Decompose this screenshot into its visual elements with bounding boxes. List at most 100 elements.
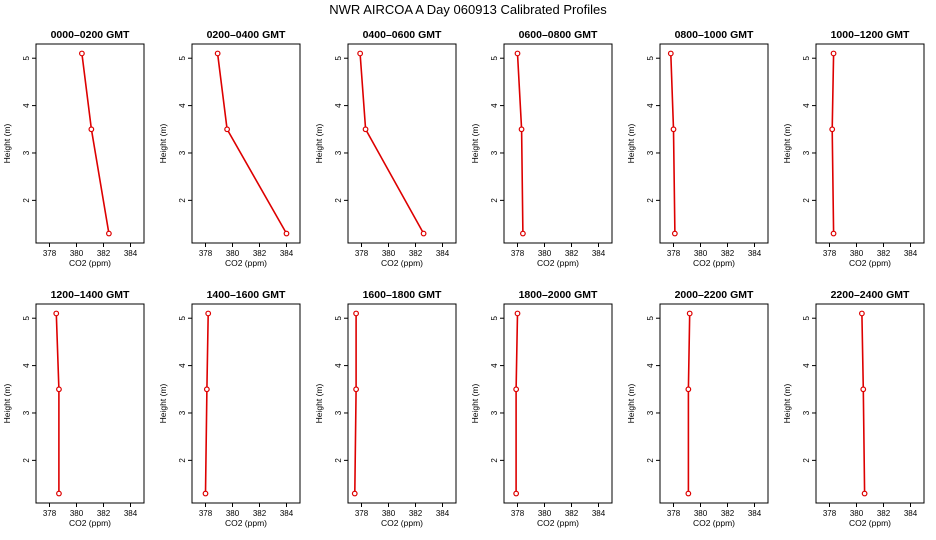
y-tick-label: 4 xyxy=(178,363,187,368)
y-tick-label: 2 xyxy=(334,458,343,463)
x-tick-label: 380 xyxy=(70,509,84,518)
x-tick-label: 378 xyxy=(823,249,837,258)
y-tick-label: 2 xyxy=(334,198,343,203)
y-tick-label: 2 xyxy=(178,198,187,203)
x-tick-label: 384 xyxy=(124,249,138,258)
data-point xyxy=(830,230,837,237)
x-tick-label: 384 xyxy=(280,249,294,258)
x-tick-label: 382 xyxy=(877,249,891,258)
data-point xyxy=(520,230,526,237)
data-point xyxy=(203,386,210,393)
x-axis-label: CO2 (ppm) xyxy=(69,518,111,528)
panel-title: 2200–2400 GMT xyxy=(831,289,910,301)
y-tick-label: 4 xyxy=(22,363,31,368)
y-tick-label: 2 xyxy=(22,198,31,203)
panel-title: 1800–2000 GMT xyxy=(519,289,598,301)
y-tick-label: 5 xyxy=(178,55,187,60)
x-axis-label: CO2 (ppm) xyxy=(849,258,891,268)
plot-frame xyxy=(35,303,145,504)
y-tick-label: 5 xyxy=(490,315,499,320)
data-point xyxy=(214,50,221,57)
x-tick-label: 382 xyxy=(97,249,111,258)
figure-title: NWR AIRCOA A Day 060913 Calibrated Profi… xyxy=(329,2,607,17)
x-tick-label: 380 xyxy=(382,249,396,258)
data-point xyxy=(667,50,674,57)
data-point xyxy=(513,490,520,497)
y-tick-label: 2 xyxy=(178,458,187,463)
data-point xyxy=(518,126,525,133)
y-tick-label: 5 xyxy=(646,55,655,60)
profile-line xyxy=(515,313,519,494)
profile-panel-9: 1600–1800 GMT 378 380 382 384 2 3 4 5 CO2 (ppm) He… xyxy=(314,289,457,528)
panel-title: 0200–0400 GMT xyxy=(207,29,286,41)
data-point xyxy=(357,50,364,57)
data-point xyxy=(53,310,60,317)
y-axis-label: Height (m) xyxy=(2,384,12,424)
data-point xyxy=(105,230,112,237)
x-tick-label: 382 xyxy=(565,249,579,258)
y-tick-label: 2 xyxy=(22,458,31,463)
x-axis-label: CO2 (ppm) xyxy=(693,518,735,528)
plot-frame xyxy=(503,303,613,504)
x-tick-label: 382 xyxy=(253,509,267,518)
profile-line xyxy=(516,53,524,234)
y-axis-label: Height (m) xyxy=(470,384,480,424)
data-point xyxy=(671,230,678,237)
x-tick-label: 382 xyxy=(97,509,111,518)
plot-frame xyxy=(659,303,769,504)
data-point xyxy=(353,386,360,393)
y-tick-label: 5 xyxy=(22,315,31,320)
panel-title: 2000–2200 GMT xyxy=(675,289,754,301)
y-tick-label: 2 xyxy=(490,458,499,463)
x-tick-label: 378 xyxy=(355,509,369,518)
panel-title: 0800–1000 GMT xyxy=(675,29,754,41)
data-point xyxy=(830,50,837,57)
x-tick-label: 380 xyxy=(850,509,864,518)
x-tick-label: 382 xyxy=(721,509,735,518)
y-tick-label: 5 xyxy=(802,55,811,60)
y-tick-label: 3 xyxy=(490,150,499,155)
panel-title: 1000–1200 GMT xyxy=(831,29,910,41)
plot-frame xyxy=(191,303,301,504)
profile-panel-12: 2200–2400 GMT 378 380 382 384 2 3 4 5 CO2 (ppm) He… xyxy=(782,289,925,528)
y-axis-label: Height (m) xyxy=(470,124,480,164)
data-point xyxy=(420,230,427,237)
y-tick-label: 5 xyxy=(802,315,811,320)
x-tick-label: 380 xyxy=(538,249,552,258)
y-tick-label: 5 xyxy=(334,55,343,60)
y-axis-label: Height (m) xyxy=(626,124,636,164)
y-tick-label: 2 xyxy=(646,458,655,463)
x-tick-label: 378 xyxy=(199,249,213,258)
y-axis-label: Height (m) xyxy=(314,384,324,424)
data-point xyxy=(670,126,677,133)
x-tick-label: 384 xyxy=(436,509,450,518)
y-tick-label: 4 xyxy=(22,103,31,108)
profile-panel-5: 0800–1000 GMT 378 380 382 384 2 3 4 5 CO2 (ppm) He… xyxy=(626,29,769,268)
profile-panel-7: 1200–1400 GMT 378 380 382 384 2 3 4 5 CO2 (ppm) He… xyxy=(2,289,145,528)
y-axis-label: Height (m) xyxy=(626,384,636,424)
data-point xyxy=(514,50,521,57)
y-tick-label: 5 xyxy=(334,315,343,320)
y-tick-label: 5 xyxy=(490,55,499,60)
data-point xyxy=(205,310,212,317)
x-axis-label: CO2 (ppm) xyxy=(69,258,111,268)
x-axis-label: CO2 (ppm) xyxy=(693,258,735,268)
y-tick-label: 3 xyxy=(178,410,187,415)
x-tick-label: 382 xyxy=(565,509,579,518)
profile-panel-6: 1000–1200 GMT 378 380 382 384 2 3 4 5 CO2 (ppm) He… xyxy=(782,29,925,268)
data-point xyxy=(283,230,290,237)
panel-title: 0000–0200 GMT xyxy=(51,29,130,41)
data-point xyxy=(56,386,62,393)
x-tick-label: 380 xyxy=(382,509,396,518)
panel-title: 1200–1400 GMT xyxy=(51,289,130,301)
panel-title: 1400–1600 GMT xyxy=(207,289,286,301)
x-tick-label: 384 xyxy=(124,509,138,518)
y-tick-label: 3 xyxy=(490,410,499,415)
data-point xyxy=(224,126,231,133)
data-point xyxy=(686,310,693,317)
y-axis-label: Height (m) xyxy=(782,384,792,424)
data-point xyxy=(860,386,867,393)
x-tick-label: 380 xyxy=(694,509,708,518)
y-tick-label: 4 xyxy=(646,363,655,368)
